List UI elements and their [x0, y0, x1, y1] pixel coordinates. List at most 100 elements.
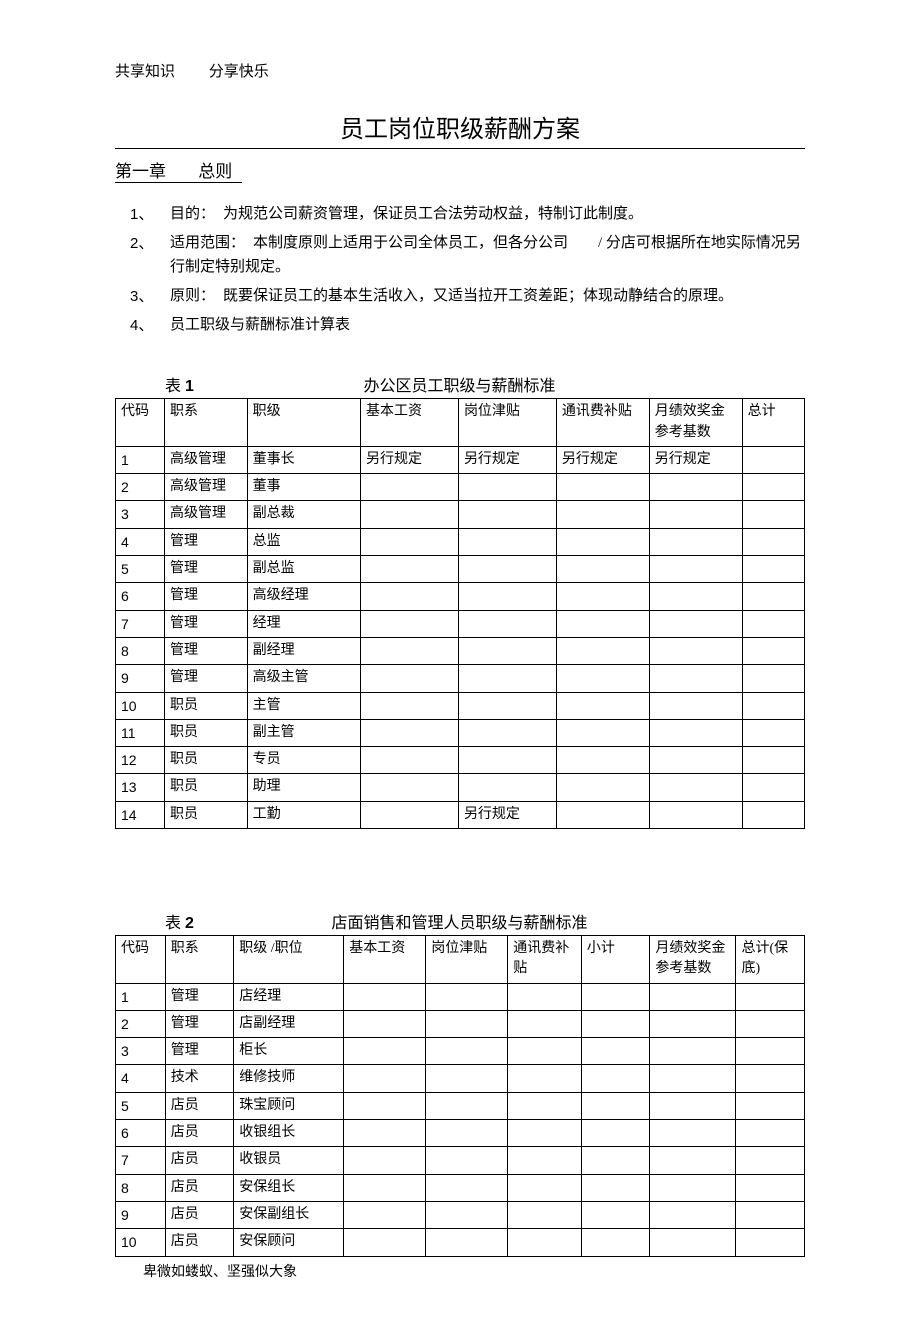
- table-cell: 职员: [164, 719, 247, 746]
- header-right: 分享快乐: [209, 64, 269, 80]
- table-cell: [736, 1010, 805, 1037]
- table-cell: 店员: [165, 1120, 233, 1147]
- table-row: 1高级管理董事长另行规定另行规定另行规定另行规定: [116, 446, 805, 473]
- table-cell: [649, 637, 742, 664]
- table-cell: [742, 637, 804, 664]
- document-title: 员工岗位职级薪酬方案: [115, 109, 805, 144]
- list-item-num: 1、: [130, 203, 170, 226]
- table-cell: 管理: [164, 528, 247, 555]
- table1-caption: 表1 办公区员工职级与薪酬标准: [115, 372, 805, 396]
- table-cell: [426, 1174, 508, 1201]
- table-cell: [360, 747, 458, 774]
- table-cell: 7: [116, 1147, 166, 1174]
- table-cell: [344, 1147, 426, 1174]
- footer-note: 卑微如蝼蚁、坚强似大象: [143, 1261, 805, 1281]
- table-row: 7店员收银员: [116, 1147, 805, 1174]
- table-cell: [360, 637, 458, 664]
- table-cell: 管理: [164, 556, 247, 583]
- table-cell: 副主管: [247, 719, 360, 746]
- document-page: 共享知识 分享快乐 员工岗位职级薪酬方案 第一章 总则 1、目的：为规范公司薪资…: [0, 0, 920, 1321]
- table-cell: [742, 583, 804, 610]
- table-cell: [344, 1201, 426, 1228]
- table-row: 14职员工勤另行规定: [116, 801, 805, 828]
- list-item-content: 员工职级与薪酬标准计算表: [170, 314, 805, 337]
- table-cell: 1: [116, 983, 166, 1010]
- table-cell: 5: [116, 556, 165, 583]
- table-cell: [650, 1174, 736, 1201]
- table-cell: 高级管理: [164, 474, 247, 501]
- table-cell: [649, 556, 742, 583]
- table-cell: 3: [116, 1038, 166, 1065]
- table-cell: [458, 637, 556, 664]
- table-cell: [508, 1065, 582, 1092]
- table-cell: 安保副组长: [234, 1201, 344, 1228]
- table-row: 11职员副主管: [116, 719, 805, 746]
- table-cell: [736, 1120, 805, 1147]
- table-header-cell: 基本工资: [344, 936, 426, 984]
- table-cell: 5: [116, 1092, 166, 1119]
- table-cell: [581, 1174, 649, 1201]
- table-cell: [508, 1201, 582, 1228]
- table-cell: [736, 1092, 805, 1119]
- table-cell: [581, 1065, 649, 1092]
- table-cell: [736, 1065, 805, 1092]
- table-cell: [458, 501, 556, 528]
- table-cell: [360, 692, 458, 719]
- table1-caption-center: 办公区员工职级与薪酬标准: [194, 372, 805, 396]
- table-cell: [556, 719, 649, 746]
- header-left: 共享知识: [115, 64, 175, 80]
- table-cell: 收银组长: [234, 1120, 344, 1147]
- table-cell: [650, 1092, 736, 1119]
- table-row: 7管理经理: [116, 610, 805, 637]
- table-cell: 2: [116, 474, 165, 501]
- table-header-row: 代码职系职级 /职位基本工资岗位津贴通讯费补贴小计月绩效奖金参考基数总计(保底): [116, 936, 805, 984]
- table-cell: 店员: [165, 1201, 233, 1228]
- table-row: 2管理店副经理: [116, 1010, 805, 1037]
- table-cell: [649, 665, 742, 692]
- list-item-num: 2、: [130, 232, 170, 279]
- table-row: 4管理总监: [116, 528, 805, 555]
- table-row: 2高级管理董事: [116, 474, 805, 501]
- table-cell: 收银员: [234, 1147, 344, 1174]
- table-cell: 总监: [247, 528, 360, 555]
- list-item: 3、原则：既要保证员工的基本生活收入，又适当拉开工资差距；体现动静结合的原理。: [130, 285, 805, 308]
- table-cell: [650, 983, 736, 1010]
- table-cell: 职员: [164, 774, 247, 801]
- table-cell: [508, 1147, 582, 1174]
- table-cell: [360, 801, 458, 828]
- table-cell: [458, 583, 556, 610]
- table-cell: 店员: [165, 1092, 233, 1119]
- table-cell: 职员: [164, 801, 247, 828]
- table-cell: [742, 528, 804, 555]
- table-header-cell: 职级 /职位: [234, 936, 344, 984]
- table-cell: [458, 774, 556, 801]
- table-row: 10职员主管: [116, 692, 805, 719]
- table-cell: [650, 1065, 736, 1092]
- table-cell: [742, 692, 804, 719]
- table-cell: [458, 719, 556, 746]
- table-cell: [736, 1038, 805, 1065]
- list-item-label: 原则：: [170, 288, 215, 304]
- table-cell: [556, 528, 649, 555]
- table-cell: [360, 774, 458, 801]
- table-header-cell: 代码: [116, 936, 166, 984]
- table-cell: [508, 983, 582, 1010]
- table-cell: [742, 801, 804, 828]
- table-cell: [458, 474, 556, 501]
- table-cell: [426, 1092, 508, 1119]
- list-item-text: 为规范公司薪资管理，保证员工合法劳动权益，特制订此制度。: [223, 206, 643, 222]
- table-row: 10店员安保顾问: [116, 1229, 805, 1256]
- table-cell: [742, 719, 804, 746]
- table-cell: [742, 556, 804, 583]
- table-cell: 14: [116, 801, 165, 828]
- table-cell: 店经理: [234, 983, 344, 1010]
- table-cell: 1: [116, 446, 165, 473]
- table-cell: [742, 610, 804, 637]
- table-cell: [344, 1092, 426, 1119]
- table-header-cell: 总计: [742, 399, 804, 447]
- table-cell: 董事: [247, 474, 360, 501]
- table-header-cell: 月绩效奖金参考基数: [649, 399, 742, 447]
- table-row: 12职员专员: [116, 747, 805, 774]
- table-header-cell: 总计(保底): [736, 936, 805, 984]
- table-cell: 8: [116, 1174, 166, 1201]
